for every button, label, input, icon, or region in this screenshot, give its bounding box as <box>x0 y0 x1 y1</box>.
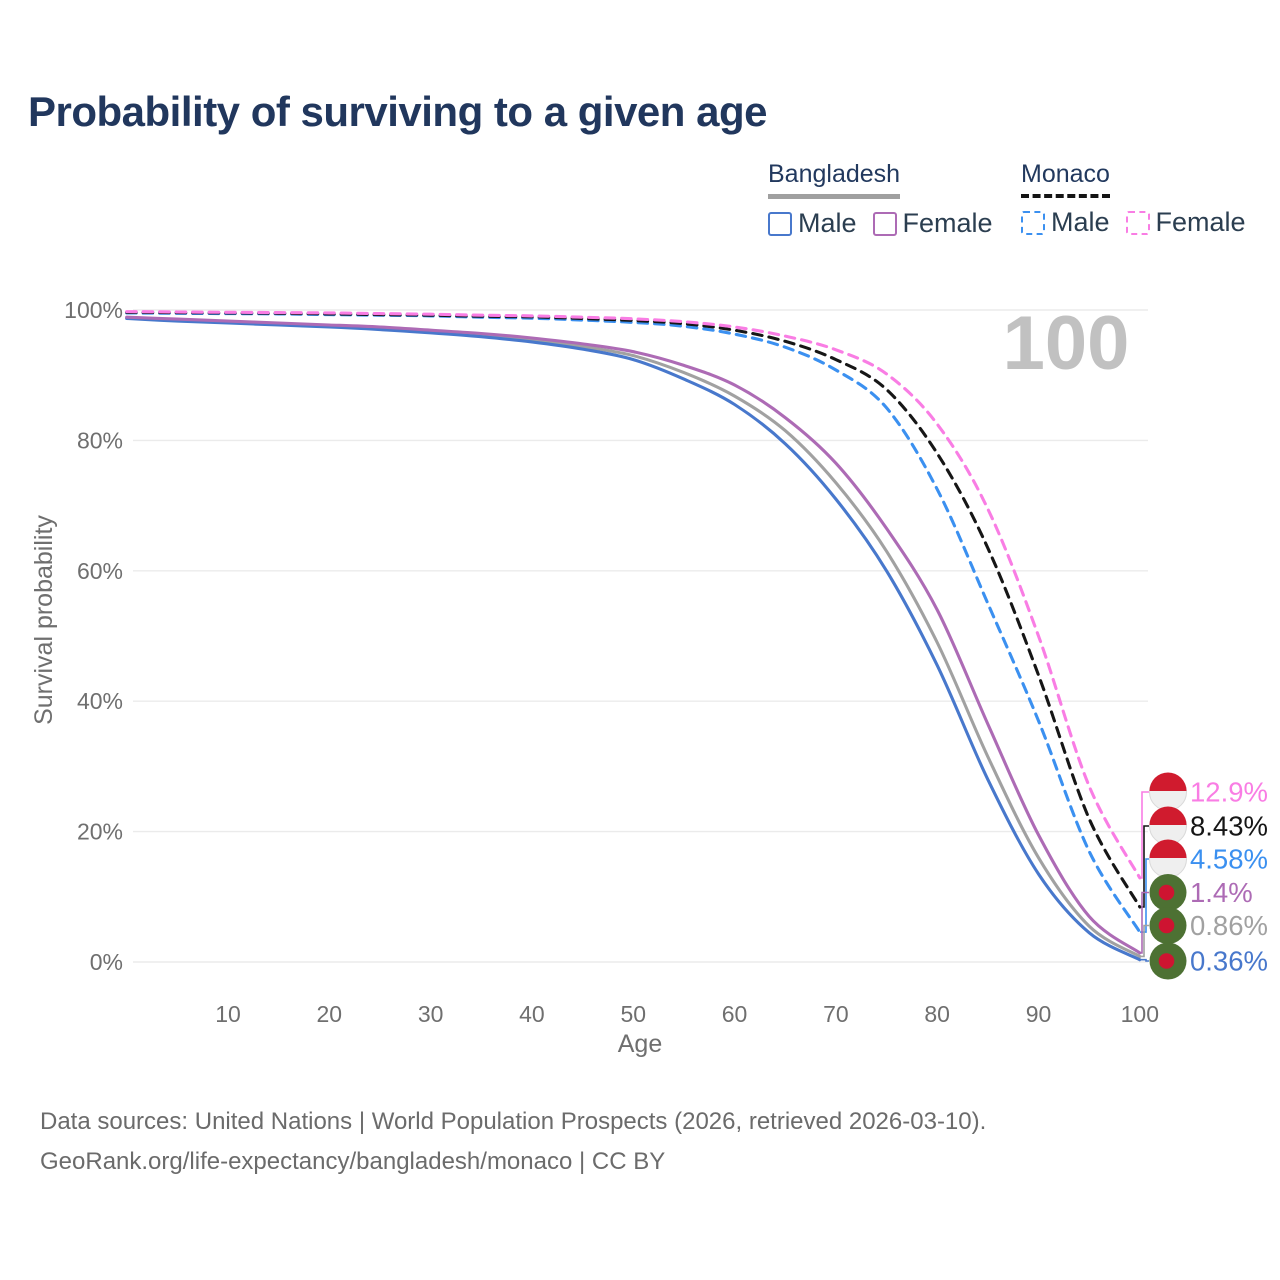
end-value-label-bangladesh-male: 0.36% <box>1190 946 1268 977</box>
x-tick-100: 100 <box>1121 1001 1159 1027</box>
x-tick-30: 30 <box>418 1001 444 1027</box>
y-axis-title: Survival probability <box>30 515 58 725</box>
x-tick-70: 70 <box>823 1001 849 1027</box>
end-value-label-bangladesh-both-sexes: 0.86% <box>1190 910 1268 941</box>
leader-line-bangladesh-female <box>1140 891 1149 954</box>
x-tick-10: 10 <box>215 1001 241 1027</box>
leader-line-bangladesh-both-sexes <box>1140 924 1149 958</box>
hover-age-label: 100 <box>1003 301 1130 386</box>
leader-line-monaco-female <box>1140 791 1149 879</box>
checkbox-bangladesh-male[interactable] <box>768 211 792 236</box>
y-tick-60: 60% <box>77 558 123 584</box>
data-sources-text: Data sources: United Nations | World Pop… <box>40 1108 987 1135</box>
end-value-label-monaco-female: 12.9% <box>1190 777 1268 808</box>
legend-group-monaco: Monaco Male Female <box>1021 160 1262 238</box>
x-tick-80: 80 <box>924 1001 950 1027</box>
y-tick-20: 20% <box>77 819 123 845</box>
legend-country-monaco[interactable]: Monaco <box>1021 160 1110 198</box>
bangladesh-flag-red-disc <box>1158 953 1175 969</box>
end-value-label-monaco-male: 4.58% <box>1190 844 1268 875</box>
y-tick-40: 40% <box>77 688 123 714</box>
y-tick-0: 0% <box>90 949 123 975</box>
y-tick-100: 100% <box>64 297 123 323</box>
y-tick-80: 80% <box>77 427 123 453</box>
attribution-link-text[interactable]: GeoRank.org/life-expectancy/bangladesh/m… <box>40 1148 666 1175</box>
legend-label-monaco-male[interactable]: Male <box>1051 207 1110 237</box>
leader-line-bangladesh-male <box>1140 958 1149 962</box>
legend-group-bangladesh: Bangladesh Male Female <box>768 160 1009 239</box>
page-title: Probability of surviving to a given age <box>28 88 767 135</box>
x-tick-20: 20 <box>317 1001 343 1027</box>
bangladesh-flag-red-disc <box>1158 884 1175 901</box>
checkbox-bangladesh-female[interactable] <box>872 211 897 236</box>
end-value-label-bangladesh-female: 1.4% <box>1190 877 1253 908</box>
legend-label-bangladesh-female[interactable]: Female <box>902 208 993 238</box>
curve-bangladesh-male[interactable] <box>125 316 1142 962</box>
legend-label-monaco-female[interactable]: Female <box>1155 207 1246 237</box>
monaco-flag-red-half <box>1149 772 1187 791</box>
checkbox-monaco-male[interactable] <box>1021 210 1045 235</box>
legend-label-bangladesh-male[interactable]: Male <box>798 208 857 238</box>
x-axis-title: Age <box>618 1030 662 1058</box>
monaco-flag-red-half <box>1149 806 1187 825</box>
checkbox-monaco-female[interactable] <box>1125 210 1150 235</box>
monaco-flag-red-half <box>1149 839 1187 858</box>
legend-country-bangladesh[interactable]: Bangladesh <box>768 160 901 199</box>
leader-line-monaco-male <box>1140 858 1149 933</box>
curve-monaco-female[interactable] <box>125 310 1142 880</box>
end-value-label-monaco-both-sexes: 8.43% <box>1190 811 1268 842</box>
x-tick-60: 60 <box>722 1001 748 1027</box>
x-tick-40: 40 <box>519 1001 545 1027</box>
bangladesh-flag-red-disc <box>1158 917 1175 934</box>
curve-bangladesh-female[interactable] <box>125 315 1142 955</box>
curve-monaco-male[interactable] <box>125 311 1142 934</box>
x-tick-90: 90 <box>1026 1001 1052 1027</box>
curve-monaco-both-sexes[interactable] <box>125 310 1142 909</box>
x-tick-50: 50 <box>620 1001 646 1027</box>
curve-bangladesh-both-sexes[interactable] <box>125 316 1142 958</box>
